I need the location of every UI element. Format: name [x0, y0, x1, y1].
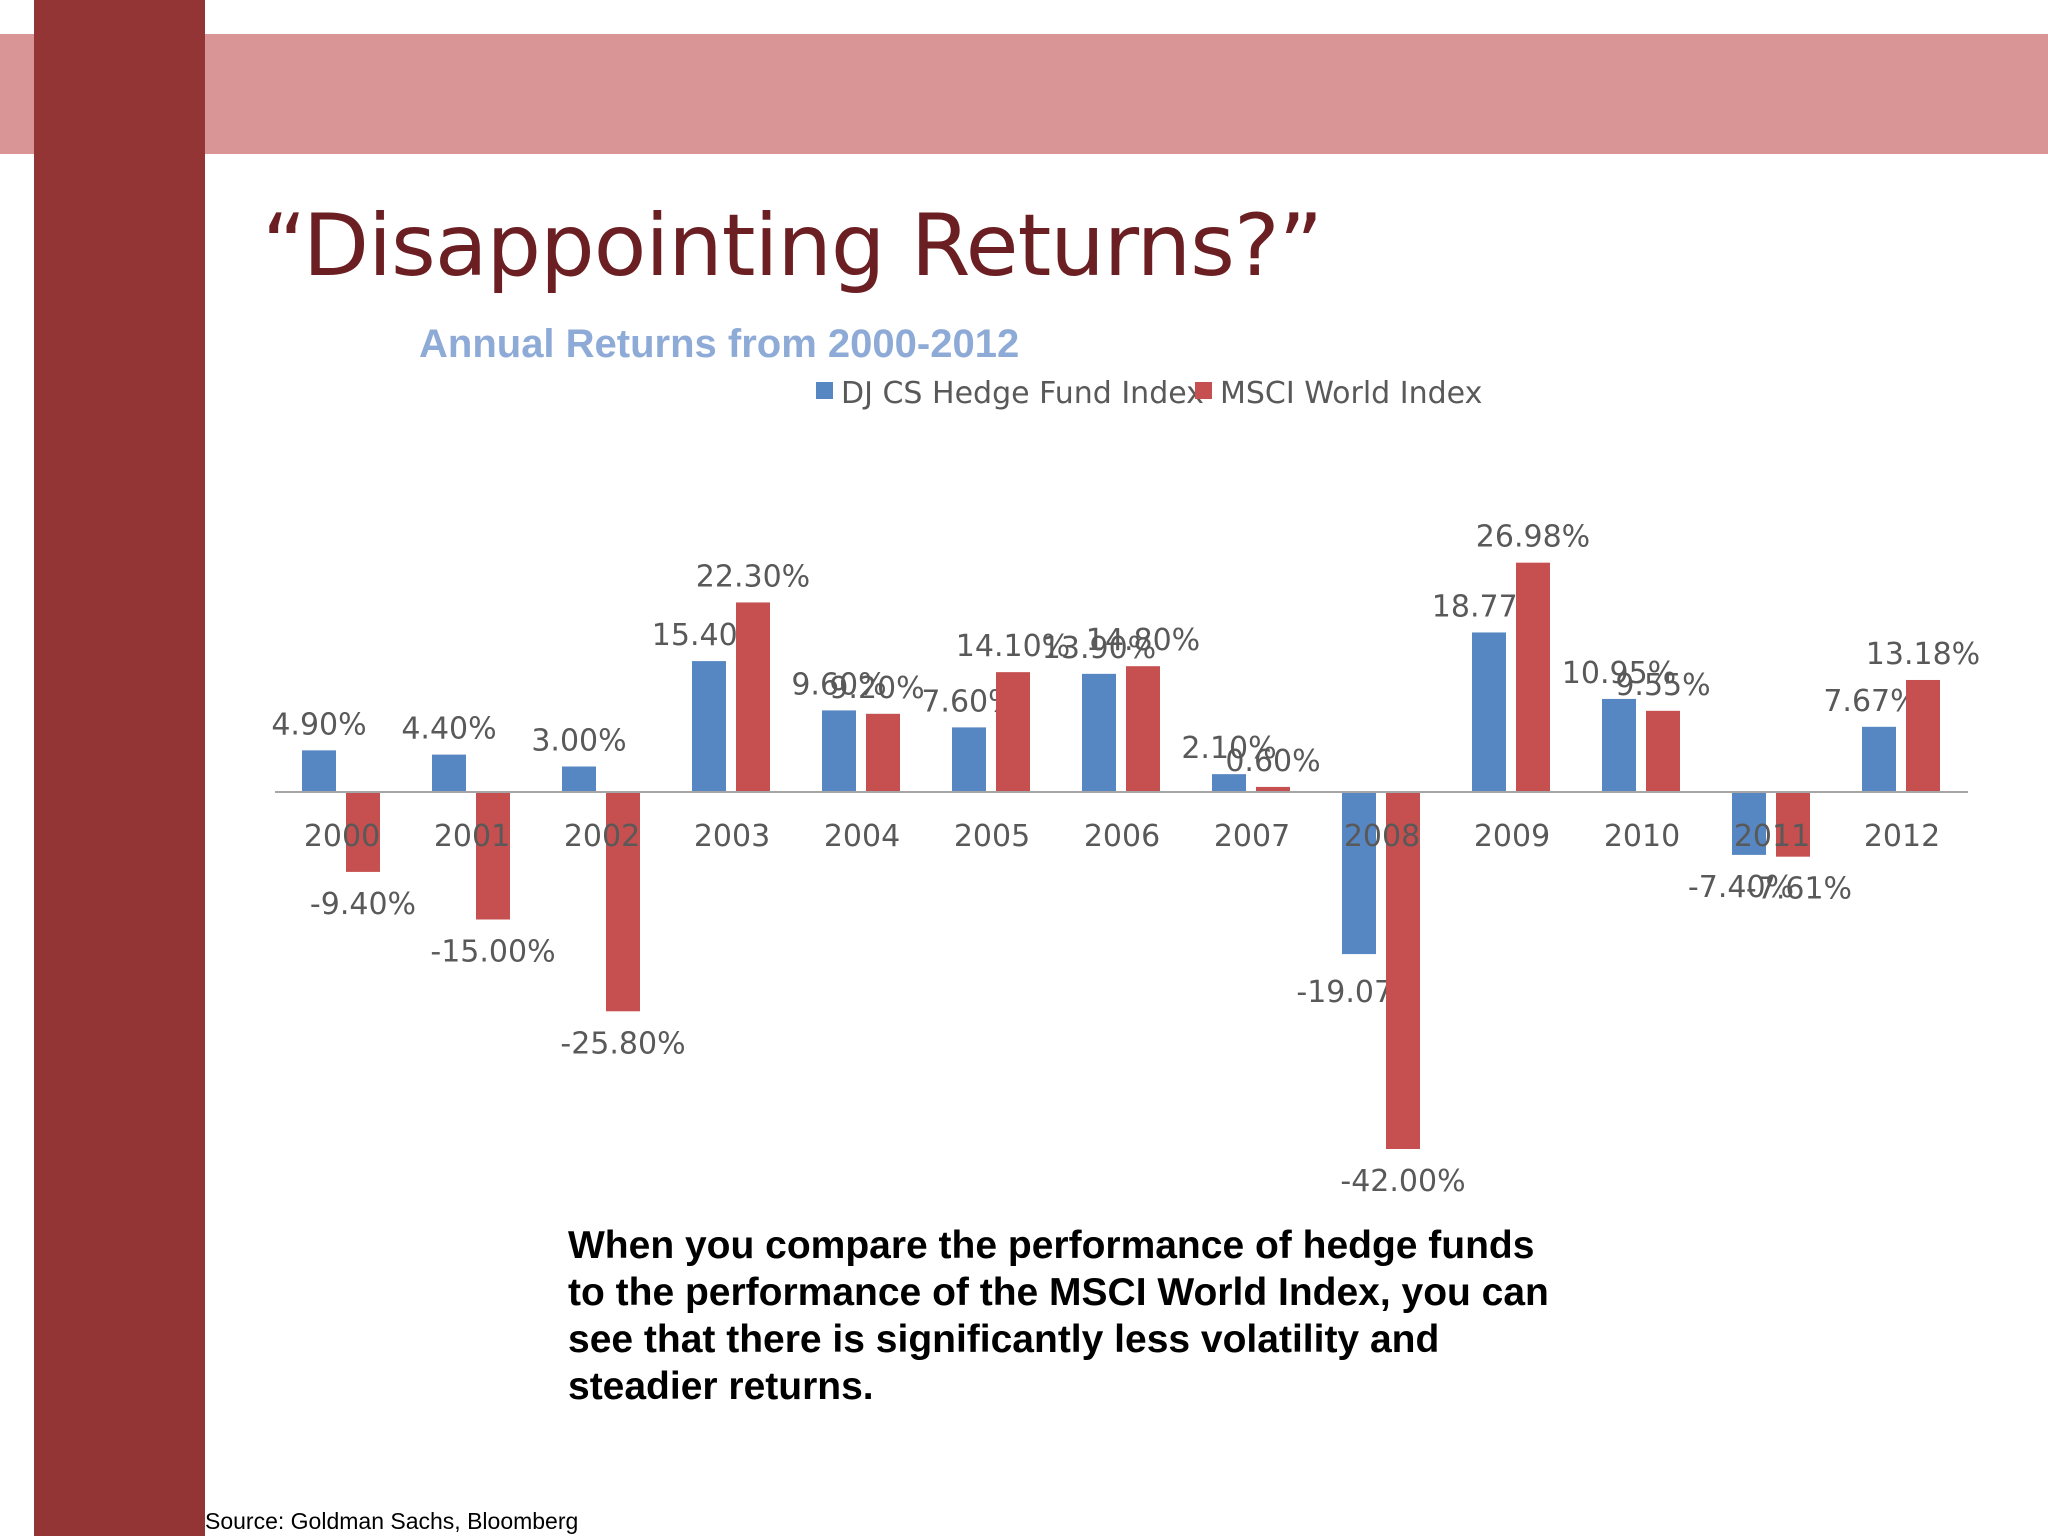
commentary-text: When you compare the performance of hedg…	[568, 1224, 1549, 1408]
tick-label-2005: 2005	[954, 819, 1030, 854]
data-label-dj-cs-hedge-fund-index-2000: 4.90%	[271, 707, 366, 742]
tick-label-2002: 2002	[564, 819, 640, 854]
bar-dj-cs-hedge-fund-index-2003	[692, 661, 726, 792]
data-label-msci-world-index-2010: 9.55%	[1615, 668, 1710, 703]
bar-dj-cs-hedge-fund-index-2002	[562, 766, 596, 792]
bar-msci-world-index-2012	[1906, 679, 1940, 792]
data-label-msci-world-index-2001: -15.00%	[430, 935, 555, 970]
bar-dj-cs-hedge-fund-index-2011	[1732, 792, 1766, 855]
chart-title: Annual Returns from 2000-2012	[419, 322, 1020, 366]
bar-msci-world-index-2006	[1126, 666, 1160, 792]
bar-dj-cs-hedge-fund-index-2008	[1342, 792, 1376, 955]
bar-msci-world-index-2000	[346, 792, 380, 872]
tick-label-2004: 2004	[824, 819, 900, 854]
tick-label-2003: 2003	[694, 819, 770, 854]
bar-dj-cs-hedge-fund-index-2001	[432, 754, 466, 792]
bar-dj-cs-hedge-fund-index-2006	[1082, 673, 1116, 792]
bar-msci-world-index-2005	[996, 672, 1030, 792]
bar-msci-world-index-2002	[606, 792, 640, 1012]
tick-label-2011: 2011	[1734, 819, 1810, 854]
tick-label-2007: 2007	[1214, 819, 1290, 854]
tick-label-2012: 2012	[1864, 819, 1940, 854]
bar-dj-cs-hedge-fund-index-2009	[1472, 632, 1506, 792]
bar-msci-world-index-2007	[1256, 786, 1290, 792]
data-label-msci-world-index-2008: -42.00%	[1340, 1164, 1465, 1199]
data-label-dj-cs-hedge-fund-index-2012: 7.67%	[1823, 684, 1918, 719]
tick-label-2001: 2001	[434, 819, 510, 854]
data-label-msci-world-index-2000: -9.40%	[310, 887, 416, 922]
tick-label-2009: 2009	[1474, 819, 1550, 854]
tick-label-2008: 2008	[1344, 819, 1420, 854]
bar-msci-world-index-2003	[736, 602, 770, 792]
legend-swatch-msci-world-index	[1195, 382, 1212, 399]
bar-dj-cs-hedge-fund-index-2010	[1602, 698, 1636, 792]
data-label-msci-world-index-2006: 14.80%	[1086, 623, 1200, 658]
bar-dj-cs-hedge-fund-index-2007	[1212, 774, 1246, 792]
data-label-msci-world-index-2012: 13.18%	[1866, 637, 1980, 672]
slide-title: “Disappointing Returns?”	[262, 196, 1323, 296]
bar-msci-world-index-2011	[1776, 792, 1810, 857]
tick-label-2000: 2000	[304, 819, 380, 854]
bar-dj-cs-hedge-fund-index-2004	[822, 710, 856, 792]
data-label-dj-cs-hedge-fund-index-2004: 9.60%	[791, 667, 886, 702]
data-label-msci-world-index-2002: -25.80%	[560, 1026, 685, 1061]
data-label-msci-world-index-2009: 26.98%	[1476, 520, 1590, 555]
data-label-msci-world-index-2005: 14.10%	[956, 629, 1070, 664]
data-label-dj-cs-hedge-fund-index-2006: 13.90%	[1042, 631, 1156, 666]
legend-label-dj-cs-hedge-fund-index: DJ CS Hedge Fund Index	[841, 376, 1204, 411]
bar-dj-cs-hedge-fund-index-2000	[302, 750, 336, 792]
data-label-msci-world-index-2004: 9.20%	[829, 671, 924, 706]
bar-dj-cs-hedge-fund-index-2005	[952, 727, 986, 792]
data-label-msci-world-index-2011: -7.61%	[1746, 872, 1852, 907]
bar-msci-world-index-2004	[866, 713, 900, 792]
data-label-dj-cs-hedge-fund-index-2010: 10.95%	[1562, 656, 1676, 691]
data-label-msci-world-index-2007: 0.60%	[1225, 744, 1320, 779]
legend-swatch-dj-cs-hedge-fund-index	[816, 382, 833, 399]
top-accent-band	[0, 34, 2048, 154]
data-label-dj-cs-hedge-fund-index-2007: 2.10%	[1181, 731, 1276, 766]
data-label-dj-cs-hedge-fund-index-2001: 4.40%	[401, 712, 496, 747]
source-note: Source: Goldman Sachs, Bloomberg	[205, 1508, 579, 1534]
bar-dj-cs-hedge-fund-index-2012	[1862, 726, 1896, 792]
data-label-dj-cs-hedge-fund-index-2011: -7.40%	[1688, 870, 1794, 905]
tick-label-2006: 2006	[1084, 819, 1160, 854]
bar-msci-world-index-2008	[1386, 792, 1420, 1149]
left-accent-bar	[34, 0, 205, 1536]
bar-msci-world-index-2001	[476, 792, 510, 920]
bar-msci-world-index-2009	[1516, 562, 1550, 792]
bar-msci-world-index-2010	[1646, 710, 1680, 792]
legend-label-msci-world-index: MSCI World Index	[1220, 376, 1482, 411]
data-label-dj-cs-hedge-fund-index-2002: 3.00%	[531, 724, 626, 759]
tick-label-2010: 2010	[1604, 819, 1680, 854]
data-label-msci-world-index-2003: 22.30%	[696, 559, 810, 594]
